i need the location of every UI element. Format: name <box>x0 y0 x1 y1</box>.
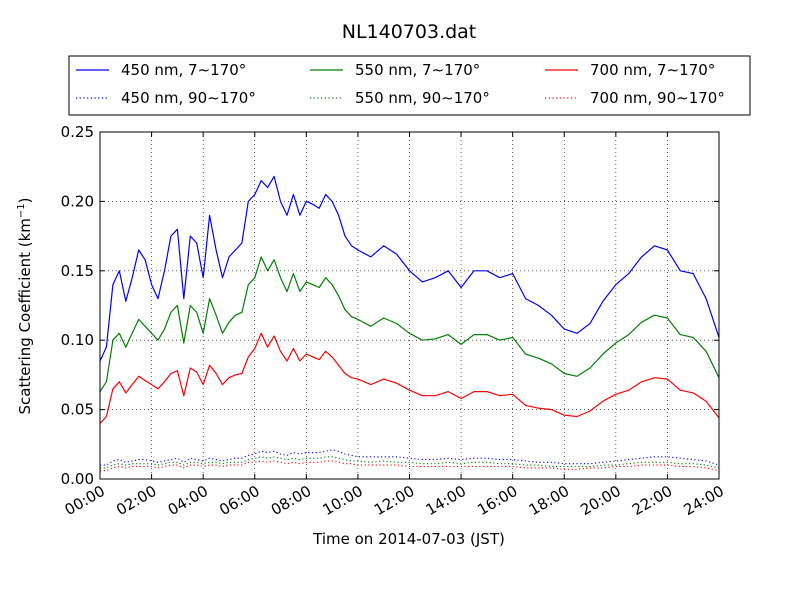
y-tick-label: 0.00 <box>61 470 94 488</box>
y-tick-label: 0.10 <box>61 331 94 349</box>
series-line-0 <box>99 175 720 362</box>
y-tick-label: 0.25 <box>61 123 94 141</box>
legend-label: 700 nm, 7∼170° <box>590 61 715 79</box>
legend-label: 550 nm, 7∼170° <box>355 61 480 79</box>
y-axis-label-text: Scattering Coefficient (km <box>16 218 34 414</box>
series-line-3 <box>100 449 720 466</box>
y-tick-label: 0.20 <box>61 192 94 210</box>
x-axis-label: Time on 2014-07-03 (JST) <box>312 530 505 548</box>
y-axis-label: Scattering Coefficient (km−1) <box>16 197 34 414</box>
legend-label: 450 nm, 7∼170° <box>121 61 246 79</box>
plot-area <box>100 132 719 479</box>
series-layer <box>99 175 720 472</box>
legend: 450 nm, 7∼170° 450 nm, 90∼170° 550 nm, 7∼1… <box>68 55 751 116</box>
legend-label: 700 nm, 90∼170° <box>590 89 725 107</box>
y-axis: 0.00 0.05 0.10 0.15 0.20 0.25 <box>61 123 719 488</box>
legend-frame <box>68 55 751 116</box>
y-axis-label-close: ) <box>16 197 34 203</box>
legend-label: 450 nm, 90∼170° <box>121 89 256 107</box>
chart-title: NL140703.dat <box>342 21 477 43</box>
y-axis-label-superscript: −1 <box>16 203 27 218</box>
series-line-5 <box>100 460 720 472</box>
y-tick-label: 0.15 <box>61 262 94 280</box>
legend-label: 550 nm, 90∼170° <box>355 89 490 107</box>
series-line-2 <box>99 332 720 424</box>
series-line-4 <box>100 456 720 469</box>
y-tick-label: 0.05 <box>61 401 94 419</box>
series-line-1 <box>99 256 720 392</box>
